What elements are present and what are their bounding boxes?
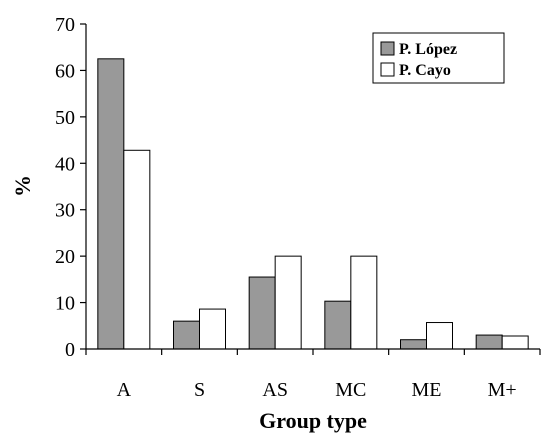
y-tick-label: 60 [55, 60, 75, 82]
y-axis: 0 10 20 30 40 50 60 70 [55, 14, 87, 361]
bar-p-cayo-a [123, 149, 151, 350]
bar-p-cayo-mc [350, 255, 378, 350]
bar-p-lopez-me [400, 339, 427, 350]
y-tick-label: 70 [55, 14, 75, 36]
x-tick-label: ME [412, 379, 442, 401]
y-tick-label: 0 [65, 339, 75, 361]
x-axis: A S AS MC ME M+ [85, 348, 541, 401]
y-tick-label: 50 [55, 107, 75, 129]
bar-p-lopez-mc [324, 300, 352, 350]
x-tick-label: MC [335, 379, 366, 401]
legend-box [372, 32, 505, 84]
legend: P. López P. Cayo [372, 32, 505, 84]
bar-p-lopez-s [173, 320, 200, 350]
x-tick-label: M+ [488, 379, 517, 401]
y-tick-label: 30 [55, 200, 75, 222]
bar-p-lopez-as [248, 276, 276, 350]
legend-swatch-p-cayo [380, 62, 395, 77]
y-tick-label: 40 [55, 153, 75, 175]
x-tick-label: A [117, 379, 132, 401]
bar-p-cayo-as [274, 255, 302, 350]
y-tick-label: 20 [55, 246, 75, 268]
x-axis-title: Group type [259, 408, 367, 433]
bar-p-cayo-s [199, 308, 226, 350]
y-axis-title: % [10, 175, 35, 197]
bars-layer [97, 58, 529, 350]
x-tick-label: AS [262, 379, 288, 401]
x-tick-label: S [194, 379, 205, 401]
legend-swatch-p-lopez [380, 41, 395, 56]
bar-p-cayo-me [426, 322, 453, 350]
bar-p-cayo-mplus [501, 335, 529, 350]
legend-label-p-lopez: P. López [399, 41, 457, 58]
bar-p-lopez-a [97, 58, 125, 350]
y-tick-label: 10 [55, 293, 75, 315]
bar-p-lopez-mplus [475, 334, 503, 350]
legend-label-p-cayo: P. Cayo [399, 62, 451, 79]
